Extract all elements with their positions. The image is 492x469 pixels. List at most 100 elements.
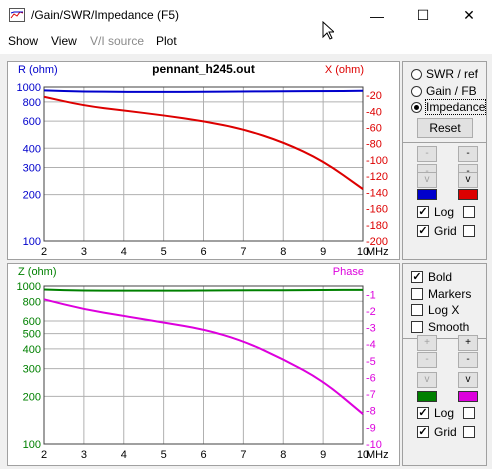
x-tick-label: 5: [161, 449, 167, 461]
right-log2-checkbox[interactable]: [463, 407, 475, 419]
grid-check-mark-icon[interactable]: ✓: [417, 225, 429, 237]
close-button[interactable]: ✕: [446, 0, 492, 31]
phase-color-swatch[interactable]: [458, 391, 478, 402]
left-tick-label: 400: [23, 344, 41, 356]
grid-checkbox[interactable]: ✓ Grid: [417, 224, 457, 238]
right-axis-label: X (ohm): [325, 64, 364, 76]
log-checkbox[interactable]: ✓ Log: [417, 205, 454, 219]
mouse-pointer-icon: [322, 21, 334, 40]
right-series-line: [43, 95, 364, 190]
right-scale-minus-button[interactable]: -: [458, 352, 478, 368]
rx-chart-svg: 1000 800 600 400 300 200 100 -20 -40 -60 -80 -100 -1…: [17, 62, 389, 258]
right-grid2-checkbox[interactable]: [463, 426, 475, 438]
right-log-checkbox[interactable]: [463, 206, 475, 218]
left-scale-plus-button[interactable]: +: [417, 335, 437, 351]
panel-divider-bottom: [403, 338, 486, 339]
smooth-checkbox[interactable]: Smooth: [411, 320, 469, 334]
x-tick-label: 8: [280, 246, 286, 258]
right-scale-plus-button[interactable]: +: [458, 335, 478, 351]
right-tick-label: -120: [366, 171, 388, 183]
left-tick-label: 100: [23, 439, 41, 451]
right-tick-label: -3: [366, 323, 376, 335]
window-title: /Gain/SWR/Impedance (F5): [31, 8, 180, 22]
right-scale-up-button[interactable]: -: [458, 146, 478, 162]
x-tick-label: 3: [81, 246, 87, 258]
plot-frame: [43, 86, 364, 242]
right-tick-label: -2: [366, 306, 376, 318]
right-tick-label: -10: [366, 439, 382, 451]
left-axis-label: Z (ohm): [18, 266, 57, 278]
x-tick-label: 3: [81, 449, 87, 461]
minimize-button[interactable]: —: [354, 0, 400, 31]
right-tick-label: -7: [366, 389, 376, 401]
menu-bar: [0, 31, 492, 51]
radio-swr-label: SWR / ref: [426, 67, 479, 81]
logx-box[interactable]: [411, 304, 423, 316]
right-tick-label: -5: [366, 356, 376, 368]
radio-impedance[interactable]: Impedance: [411, 99, 487, 115]
bold-check-mark-icon[interactable]: ✓: [411, 271, 423, 283]
x-tick-label: 7: [240, 246, 246, 258]
left-color-swatch[interactable]: [417, 189, 437, 200]
panel-divider: [403, 142, 486, 143]
right-color-swatch[interactable]: [458, 189, 478, 200]
left-tick-label: 1000: [17, 281, 41, 293]
z-color-swatch[interactable]: [417, 391, 437, 402]
right-series-line: [43, 298, 364, 415]
right-tick-label: -180: [366, 220, 388, 232]
right-scale-v2-button[interactable]: v: [458, 372, 478, 388]
right-tick-label: -9: [366, 422, 376, 434]
menu-vi-source[interactable]: V/I source: [90, 34, 145, 48]
x-tick-label: 6: [200, 246, 206, 258]
left-scale-v2-button[interactable]: v: [417, 372, 437, 388]
maximize-button[interactable]: ☐: [400, 0, 446, 31]
right-tick-label: -1: [366, 289, 376, 301]
minimize-icon: —: [370, 7, 384, 24]
log-check-mark-icon[interactable]: ✓: [417, 206, 429, 218]
menu-view[interactable]: View: [51, 34, 77, 48]
logx-checkbox[interactable]: Log X: [411, 303, 459, 317]
x-tick-label: 10: [357, 246, 369, 258]
right-tick-label: -100: [366, 155, 388, 167]
right-grid-checkbox[interactable]: [463, 225, 475, 237]
log2-checkbox[interactable]: ✓ Log: [417, 406, 454, 420]
left-tick-label: 100: [23, 236, 41, 248]
menu-plot[interactable]: Plot: [156, 34, 177, 48]
grid2-label: Grid: [434, 425, 457, 439]
smooth-box[interactable]: [411, 321, 423, 333]
radio-swr[interactable]: SWR / ref: [411, 67, 478, 81]
title-bar: /Gain/SWR/Impedance (F5) — ☐ ✕: [0, 0, 492, 31]
right-scale-v-button[interactable]: v: [458, 172, 478, 188]
left-tick-label: 800: [23, 296, 41, 308]
log2-check-mark-icon[interactable]: ✓: [417, 407, 429, 419]
rx-chart: 1000 800 600 400 300 200 100 -20 -40 -60 -80 -100 -1…: [7, 61, 400, 260]
radio-gain-label: Gain / FB: [426, 84, 477, 98]
radio-impedance-circle[interactable]: [411, 101, 422, 113]
radio-gain-circle[interactable]: [411, 85, 422, 97]
markers-label: Markers: [428, 287, 472, 301]
bold-checkbox[interactable]: ✓ Bold: [411, 270, 452, 284]
z-phase-chart: 1000 800 600 500 400 300 200 100 -1 -2 -3 -4 -5 -6 -7 -…: [7, 263, 400, 466]
left-series-line: [43, 89, 364, 93]
radio-impedance-label: Impedance: [424, 99, 487, 115]
smooth-label: Smooth: [428, 320, 470, 334]
markers-box[interactable]: [411, 288, 423, 300]
reset-button[interactable]: Reset: [417, 118, 473, 138]
left-series-line: [43, 288, 363, 292]
grid2-checkbox[interactable]: ✓ Grid: [417, 425, 457, 439]
grid2-check-mark-icon[interactable]: ✓: [417, 426, 429, 438]
markers-checkbox[interactable]: Markers: [411, 287, 471, 301]
maximize-icon: ☐: [416, 7, 430, 23]
plot-options-panel: ✓ Bold Markers Log X Smooth + + - - v v ✓…: [402, 263, 487, 466]
left-tick-label: 300: [23, 364, 41, 376]
left-tick-label: 500: [23, 329, 41, 341]
left-tick-label: 1000: [17, 82, 41, 94]
right-tick-label: -6: [366, 372, 376, 384]
menu-show[interactable]: Show: [8, 34, 39, 48]
radio-swr-circle[interactable]: [411, 68, 422, 80]
left-scale-minus-button[interactable]: -: [417, 352, 437, 368]
grid-label: Grid: [434, 224, 457, 238]
left-scale-v-button[interactable]: v: [417, 172, 437, 188]
radio-gain[interactable]: Gain / FB: [411, 84, 477, 98]
left-scale-up-button[interactable]: -: [417, 146, 437, 162]
